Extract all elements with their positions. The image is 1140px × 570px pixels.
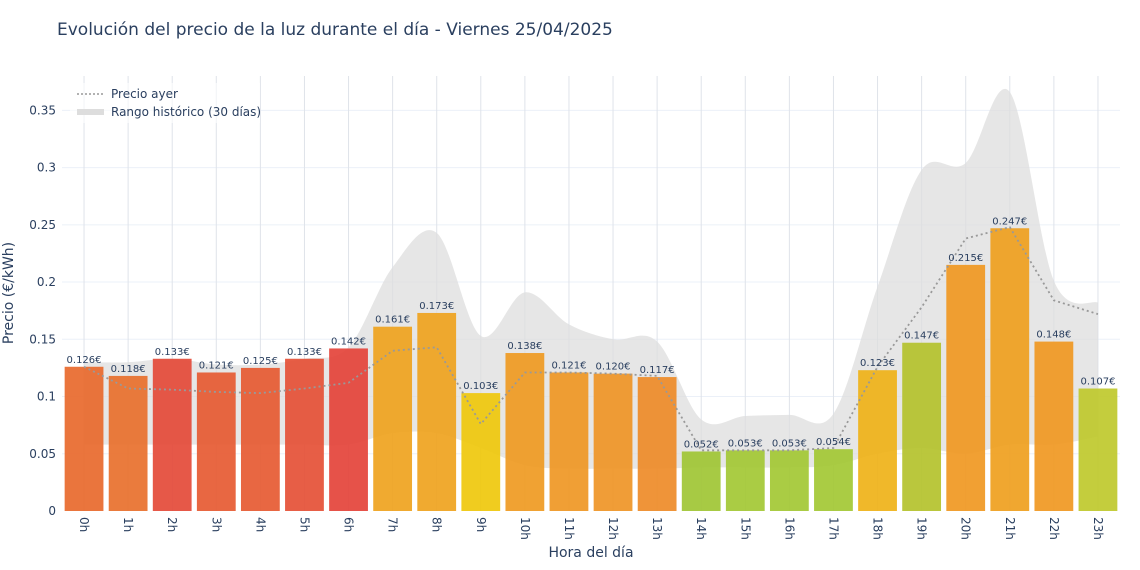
bar-value-label: 0.125€ xyxy=(243,356,278,367)
x-tick-label: 0h xyxy=(77,517,91,532)
x-tick-label: 19h xyxy=(915,517,929,540)
bar-value-label: 0.138€ xyxy=(507,341,542,352)
x-axis-title: Hora del día xyxy=(548,545,633,561)
x-tick-label: 5h xyxy=(297,517,311,532)
bar-value-label: 0.054€ xyxy=(816,437,851,448)
bar-11h xyxy=(549,372,589,511)
x-tick-label: 20h xyxy=(959,517,973,540)
bar-labels: 0.126€ 0.118€ 0.133€ 0.121€ 0.125€ 0.133€ 0.14… xyxy=(67,216,1116,450)
y-tick-label: 0 xyxy=(48,504,56,518)
y-axis-title: Precio (€/kWh) xyxy=(1,242,17,344)
bar-10h xyxy=(505,353,545,511)
x-tick-label: 10h xyxy=(518,517,532,540)
bar-3h xyxy=(196,372,236,511)
x-tick-label: 17h xyxy=(826,517,840,540)
axes: 0 0.05 0.1 0.15 0.2 0.25 0.3 0.35 0h 1h 2h 3h 4h 5h 6h… xyxy=(29,103,1105,540)
x-tick-label: 14h xyxy=(694,517,708,540)
bar-value-label: 0.053€ xyxy=(772,438,807,449)
x-tick-label: 2h xyxy=(165,517,179,532)
bar-17h xyxy=(814,449,853,511)
bar-20h xyxy=(946,264,986,511)
bar-8h xyxy=(417,312,457,511)
x-tick-label: 15h xyxy=(738,517,752,540)
bar-value-label: 0.120€ xyxy=(596,362,631,373)
x-tick-label: 18h xyxy=(871,517,885,540)
x-tick-label: 13h xyxy=(650,517,664,540)
x-tick-label: 7h xyxy=(386,517,400,532)
bar-value-label: 0.053€ xyxy=(728,438,763,449)
bar-22h xyxy=(1034,341,1074,511)
chart-title: Evolución del precio de la luz durante e… xyxy=(57,20,613,40)
bar-18h xyxy=(858,370,897,511)
bar-value-label: 0.126€ xyxy=(67,355,102,366)
y-tick-label: 0.2 xyxy=(37,275,56,289)
historic-range-band xyxy=(84,88,1098,469)
bar-6h xyxy=(329,348,368,511)
legend-area-swatch xyxy=(77,109,104,115)
bar-15h xyxy=(725,450,765,511)
yesterday-price-line xyxy=(83,226,1099,452)
bar-value-label: 0.117€ xyxy=(640,365,675,376)
x-tick-label: 6h xyxy=(342,517,356,532)
bar-value-label: 0.173€ xyxy=(419,301,454,312)
bar-16h xyxy=(769,450,809,511)
legend: Precio ayer Rango histórico (30 días) xyxy=(70,83,261,123)
bar-4h xyxy=(240,367,280,511)
y-tick-label: 0.05 xyxy=(29,447,56,461)
x-tick-label: 12h xyxy=(606,517,620,540)
x-tick-label: 16h xyxy=(782,517,796,540)
bar-value-label: 0.215€ xyxy=(948,253,983,264)
y-tick-label: 0.35 xyxy=(29,103,56,117)
x-tick-label: 9h xyxy=(474,517,488,532)
x-tick-label: 3h xyxy=(209,517,223,532)
bar-2h xyxy=(152,358,192,511)
legend-item-yesterday: Precio ayer xyxy=(111,87,178,101)
bar-value-label: 0.142€ xyxy=(331,336,366,347)
bar-value-label: 0.107€ xyxy=(1080,377,1115,388)
y-tick-label: 0.1 xyxy=(37,390,56,404)
bar-1h xyxy=(108,375,148,511)
bar-value-label: 0.147€ xyxy=(904,331,939,342)
bars xyxy=(64,228,1118,511)
x-tick-label: 22h xyxy=(1047,517,1061,540)
x-tick-label: 8h xyxy=(430,517,444,532)
bar-value-label: 0.161€ xyxy=(375,315,410,326)
historic-range-area xyxy=(84,88,1098,469)
bar-7h xyxy=(373,326,413,511)
bar-value-label: 0.118€ xyxy=(111,364,146,375)
yesterday-line xyxy=(83,226,1099,452)
x-tick-label: 23h xyxy=(1091,517,1105,540)
y-tick-label: 0.15 xyxy=(29,332,56,346)
bar-0h xyxy=(64,366,104,511)
bar-14h xyxy=(681,451,721,511)
y-tick-label: 0.25 xyxy=(29,218,56,232)
bar-value-label: 0.133€ xyxy=(155,347,190,358)
bar-19h xyxy=(902,342,942,511)
bar-21h xyxy=(990,228,1030,511)
bar-value-label: 0.121€ xyxy=(551,360,586,371)
x-tick-label: 4h xyxy=(253,517,267,532)
bar-value-label: 0.133€ xyxy=(287,347,322,358)
x-tick-label: 21h xyxy=(1003,517,1017,540)
bar-23h xyxy=(1078,388,1118,511)
bar-value-label: 0.052€ xyxy=(684,439,719,450)
legend-item-range: Rango histórico (30 días) xyxy=(111,105,261,119)
bar-value-label: 0.123€ xyxy=(860,358,895,369)
bar-5h xyxy=(285,358,324,511)
y-tick-label: 0.3 xyxy=(37,161,56,175)
bar-12h xyxy=(593,373,633,511)
bar-value-label: 0.121€ xyxy=(199,360,234,371)
x-tick-label: 1h xyxy=(121,517,135,532)
bar-9h xyxy=(461,393,501,511)
bar-13h xyxy=(637,377,677,511)
x-tick-label: 11h xyxy=(562,517,576,540)
bar-value-label: 0.148€ xyxy=(1036,330,1071,341)
bar-value-label: 0.103€ xyxy=(463,381,498,392)
bar-value-label: 0.247€ xyxy=(992,216,1027,227)
